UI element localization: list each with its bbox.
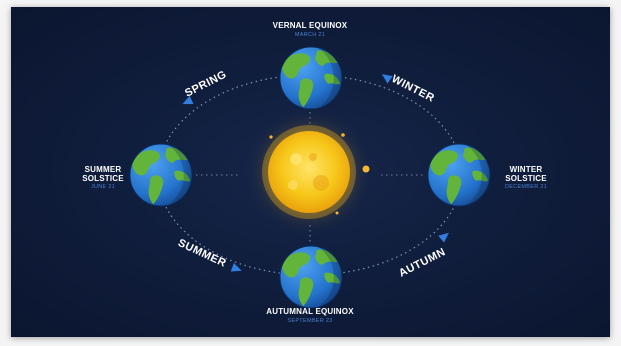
seasons-diagram: VERNAL EQUINOX MARCH 21 SUMMER SOLSTICE …: [11, 7, 610, 337]
summer-solstice-label-line1: SUMMER: [84, 165, 122, 174]
earth-globe-icon: [280, 246, 348, 308]
earth-globe-icon: [280, 47, 348, 109]
autumnal-equinox-label: AUTUMNAL EQUINOX: [266, 307, 354, 316]
earth-globe-icon: [428, 144, 496, 206]
summer-solstice-label-line2: SOLSTICE: [82, 174, 124, 183]
vernal-equinox-date: MARCH 21: [294, 32, 326, 38]
direction-arrow-icon: [381, 74, 393, 84]
summer-solstice-date: JUNE 21: [90, 184, 116, 190]
diagram-canvas: [11, 7, 610, 337]
winter-solstice-label-line1: WINTER: [509, 165, 543, 174]
sun-icon: [245, 108, 373, 236]
direction-arrow-icon: [182, 95, 194, 105]
earth-globe-icon: [130, 144, 198, 206]
direction-arrow-icon: [438, 232, 449, 243]
winter-solstice-label-line2: SOLSTICE: [505, 174, 547, 183]
autumnal-equinox-date: SEPTEMBER 23: [287, 318, 333, 324]
vernal-equinox-label: VERNAL EQUINOX: [272, 21, 348, 30]
direction-arrow-icon: [230, 263, 242, 272]
winter-solstice-date: DECEMBER 21: [504, 184, 548, 190]
